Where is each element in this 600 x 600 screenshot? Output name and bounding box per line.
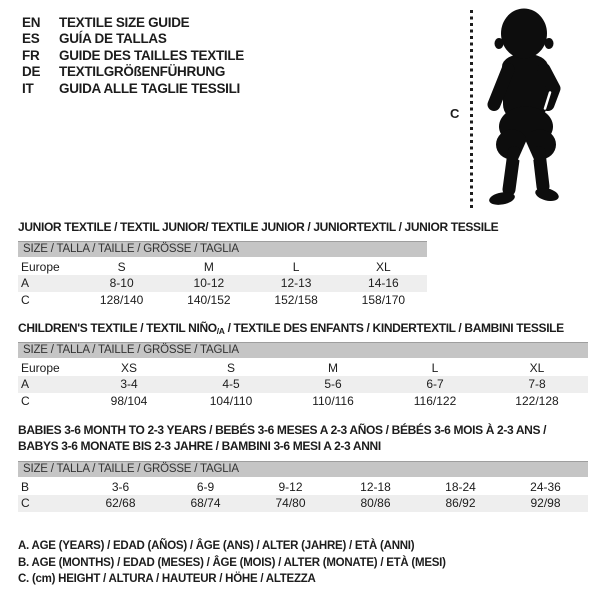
table-cell: 10-12: [193, 276, 225, 290]
table-cell: 6-7: [426, 377, 444, 391]
row-label: A: [21, 276, 30, 290]
lang-row-en: EN TEXTILE SIZE GUIDE: [22, 15, 244, 31]
column-header: M: [328, 360, 338, 375]
column-header: L: [431, 360, 439, 375]
table-cell: 12-18: [360, 479, 391, 494]
table-cell: 116/122: [413, 393, 457, 408]
footnotes: A. AGE (YEARS) / EDAD (AÑOS) / ÂGE (ANS)…: [18, 538, 446, 588]
children-title-pre: CHILDREN'S TEXTILE / TEXTIL NIÑO: [18, 321, 217, 335]
lang-title: TEXTILGRÖßENFÜHRUNG: [59, 64, 226, 80]
table-cell: 3-6: [111, 479, 130, 494]
size-header-bar: SIZE / TALLA / TAILLE / GRÖSSE / TAGLIA: [18, 241, 427, 257]
lang-title: GUIDA ALLE TAGLIE TESSILI: [59, 80, 240, 96]
table-cell: 4-5: [222, 377, 240, 391]
footnote-c: C. (cm) HEIGHT / ALTURA / HAUTEUR / HÖHE…: [18, 573, 316, 586]
lang-title: GUIDE DES TAILLES TEXTILE: [59, 47, 245, 63]
table-cell: 152/158: [274, 292, 318, 307]
lang-code: ES: [22, 31, 40, 47]
row-label: A: [21, 377, 30, 391]
table-cell: 18-24: [445, 479, 476, 494]
lang-code: FR: [22, 47, 40, 63]
table-cell: 68/74: [190, 496, 221, 510]
column-header: L: [292, 259, 300, 274]
table-cell: 128/140: [99, 292, 144, 307]
lang-code: IT: [22, 80, 34, 96]
table-row-header: Europe S M L XL: [18, 259, 427, 276]
footnote-b: B. AGE (MONTHS) / EDAD (MESES) / ÂGE (MO…: [18, 556, 446, 569]
table-cell: 5-6: [324, 377, 342, 391]
babies-size-table: SIZE / TALLA / TAILLE / GRÖSSE / TAGLIA …: [18, 461, 588, 512]
table-cell: 110/116: [312, 393, 354, 408]
table-cell: 3-4: [120, 377, 138, 391]
table-cell: 8-10: [109, 276, 134, 290]
table-cell: 14-16: [368, 276, 399, 290]
children-title-post: / TEXTILE DES ENFANTS / KINDERTEXTIL / B…: [224, 321, 565, 335]
lang-code: EN: [22, 15, 41, 30]
lang-row-de: DE TEXTILGRÖßENFÜHRUNG: [22, 64, 244, 80]
table-cell: 98/104: [110, 393, 148, 408]
column-header: S: [117, 259, 126, 274]
lang-row-it: IT GUIDA ALLE TAGLIE TESSILI: [22, 81, 244, 97]
column-header: M: [203, 259, 214, 274]
table-row-height: C 128/140 140/152 152/158 158/170: [18, 292, 427, 309]
junior-section-title: JUNIOR TEXTILE / TEXTIL JUNIOR/ TEXTILE …: [18, 220, 499, 234]
row-label: C: [21, 393, 30, 408]
lang-code: DE: [22, 64, 41, 80]
table-cell: 104/110: [209, 393, 253, 408]
column-header: XL: [376, 259, 391, 274]
language-header: EN TEXTILE SIZE GUIDE ES GUÍA DE TALLAS …: [22, 15, 244, 97]
table-cell: 6-9: [196, 479, 215, 494]
row-label: C: [21, 292, 30, 307]
size-header-bar: SIZE / TALLA / TAILLE / GRÖSSE / TAGLIA: [18, 342, 588, 358]
children-section-title: CHILDREN'S TEXTILE / TEXTIL NIÑO/A / TEX…: [18, 321, 564, 336]
table-row-age: A 3-4 4-5 5-6 6-7 7-8: [18, 376, 588, 393]
table-row-height: C 98/104 104/110 110/116 116/122 122/128: [18, 393, 588, 410]
table-row-height: C 62/68 68/74 74/80 80/86 86/92 92/98: [18, 495, 588, 512]
children-size-table: SIZE / TALLA / TAILLE / GRÖSSE / TAGLIA …: [18, 342, 588, 409]
column-header: XL: [529, 360, 545, 375]
table-cell: 7-8: [528, 377, 546, 391]
table-cell: 86/92: [445, 496, 476, 510]
table-row-header: Europe XS S M L XL: [18, 360, 588, 377]
table-row-age: A 8-10 10-12 12-13 14-16: [18, 275, 427, 292]
lang-title: TEXTILE SIZE GUIDE: [59, 15, 190, 30]
table-cell: 80/86: [360, 496, 391, 510]
height-measure-label: C: [450, 106, 460, 121]
column-header: S: [226, 360, 235, 375]
lang-title: GUÍA DE TALLAS: [59, 31, 167, 47]
height-dotted-line: [470, 10, 473, 208]
table-cell: 24-36: [530, 479, 561, 494]
junior-size-table: SIZE / TALLA / TAILLE / GRÖSSE / TAGLIA …: [18, 241, 427, 308]
table-cell: 122/128: [515, 393, 559, 408]
table-cell: 12-13: [280, 276, 312, 290]
table-row-age-months: B 3-6 6-9 9-12 12-18 18-24 24-36: [18, 479, 588, 496]
lang-row-es: ES GUÍA DE TALLAS: [22, 31, 244, 47]
region-label: Europe: [21, 259, 60, 274]
region-label: Europe: [21, 360, 60, 375]
size-header-bar: SIZE / TALLA / TAILLE / GRÖSSE / TAGLIA: [18, 461, 588, 477]
row-label: B: [21, 479, 30, 494]
column-header: XS: [120, 360, 137, 375]
lang-row-fr: FR GUIDE DES TAILLES TEXTILE: [22, 48, 244, 64]
footnote-a: A. AGE (YEARS) / EDAD (AÑOS) / ÂGE (ANS)…: [18, 540, 415, 552]
children-title-sub: /A: [216, 326, 225, 336]
babies-section-title-line2: BABYS 3-6 MONATE BIS 2-3 JAHRE / BAMBINI…: [18, 439, 381, 453]
table-cell: 92/98: [530, 496, 561, 510]
baby-silhouette-image: [487, 8, 561, 205]
row-label: C: [21, 496, 30, 510]
table-cell: 62/68: [105, 496, 136, 510]
table-cell: 158/170: [361, 292, 406, 307]
table-cell: 74/80: [275, 496, 306, 510]
babies-section-title-line1: BABIES 3-6 MONTH TO 2-3 YEARS / BEBÉS 3-…: [18, 423, 547, 437]
table-cell: 9-12: [278, 479, 303, 494]
table-cell: 140/152: [187, 292, 231, 307]
